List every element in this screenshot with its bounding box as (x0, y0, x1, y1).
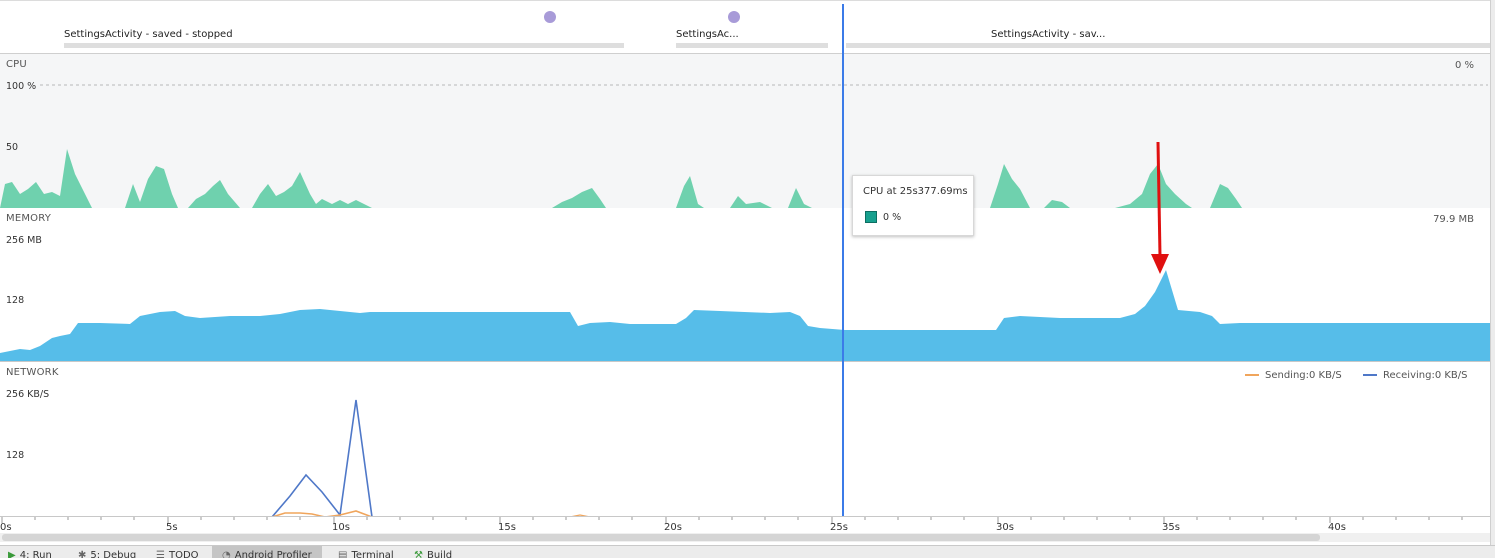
scrollbar-thumb[interactable] (2, 534, 1320, 541)
activity-bar[interactable] (64, 43, 624, 48)
legend-receiving-label: Receiving:0 KB/S (1383, 370, 1468, 381)
legend-sending: Sending:0 KB/S (1245, 370, 1342, 381)
user-event-dot[interactable] (544, 11, 556, 23)
network-title: NETWORK (6, 367, 59, 378)
receiving-line (271, 399, 373, 517)
terminal-icon: ▤ (338, 550, 348, 558)
sending-swatch (1245, 374, 1259, 376)
activity-label[interactable]: SettingsAc... (676, 29, 739, 40)
tab-build-label: Build (426, 550, 453, 558)
legend-receiving: Receiving:0 KB/S (1363, 370, 1468, 381)
debug-icon: ✱ (78, 550, 87, 558)
run-icon: ▶ (8, 550, 16, 558)
tick-label: 10s (332, 522, 350, 533)
memory-monitor[interactable]: MEMORY 79.9 MB 256 MB 128 (0, 208, 1490, 361)
activity-label[interactable]: SettingsActivity - sav... (991, 29, 1106, 40)
legend-sending-label: Sending:0 KB/S (1265, 370, 1342, 381)
tick-label: 35s (1162, 522, 1180, 533)
timeline-scrollbar[interactable] (0, 533, 1490, 542)
cpu-axis-mid: 50 (6, 142, 19, 153)
tab-terminal[interactable]: ▤ Terminal (338, 550, 394, 558)
cpu-title: CPU (6, 59, 27, 70)
activity-bar[interactable] (676, 43, 828, 48)
timeline-axis[interactable]: 0s 5s 10s 15s 20s 25s 30s 35s 40s (0, 516, 1490, 535)
cpu-chart (0, 84, 1488, 208)
memory-axis-max: 256 MB (6, 235, 42, 246)
todo-icon: ☰ (156, 550, 165, 558)
tick-label: 40s (1328, 522, 1346, 533)
network-axis-mid: 128 (6, 450, 25, 461)
tick-label: 15s (498, 522, 516, 533)
cpu-tooltip: CPU at 25s377.69ms 0 % (852, 175, 974, 236)
profiler-icon: ◔ (222, 550, 231, 558)
tool-window-bar: ▶ 4: Run ✱ 5: Debug ☰ TODO ◔ Android Profile… (0, 545, 1495, 558)
memory-axis-mid: 128 (6, 295, 25, 306)
tick-label: 30s (996, 522, 1014, 533)
tab-run[interactable]: ▶ 4: Run (8, 550, 52, 558)
tick-label: 5s (166, 522, 178, 533)
activity-bar[interactable] (846, 43, 1490, 48)
tab-terminal-label: Terminal (351, 550, 394, 558)
cpu-current-value: 0 % (1454, 60, 1474, 71)
timeline-cursor-line (842, 4, 844, 516)
network-chart (271, 399, 591, 517)
cpu-axis-max: 100 % (6, 81, 37, 92)
tab-build[interactable]: ⚒ Build (414, 550, 452, 558)
cpu-monitor[interactable]: CPU 0 % 100 % 50 (0, 53, 1490, 210)
tab-run-label: 4: Run (19, 550, 52, 558)
receiving-swatch (1363, 374, 1377, 376)
network-axis-max: 256 KB/S (6, 389, 50, 400)
memory-chart (0, 270, 1490, 361)
tick-label: 25s (830, 522, 848, 533)
red-arrow-annotation (1151, 141, 1169, 274)
sending-line (271, 510, 373, 517)
tick-label: 0s (0, 522, 12, 533)
timeline-ticks (1, 517, 1463, 523)
tab-android-profiler[interactable]: ◔ Android Profiler (212, 546, 322, 558)
cpu-area (0, 149, 1242, 208)
activity-strip: SettingsActivity - saved - stopped Setti… (0, 0, 1490, 53)
tab-debug-label: 5: Debug (90, 550, 137, 558)
vertical-splitter[interactable] (1490, 0, 1495, 545)
tooltip-color-swatch (865, 211, 877, 223)
network-monitor[interactable]: NETWORK 256 KB/S 128 Sending:0 KB/S Rece… (0, 361, 1490, 517)
tab-debug[interactable]: ✱ 5: Debug (78, 550, 136, 558)
tooltip-title: CPU at 25s377.69ms (863, 186, 968, 197)
memory-current-value: 79.9 MB (1433, 214, 1474, 225)
memory-title: MEMORY (6, 213, 52, 224)
activity-label[interactable]: SettingsActivity - saved - stopped (64, 29, 233, 40)
tick-label: 20s (664, 522, 682, 533)
user-event-dot[interactable] (728, 11, 740, 23)
memory-area (0, 270, 1490, 361)
tooltip-value: 0 % (883, 212, 902, 223)
tab-todo[interactable]: ☰ TODO (156, 550, 199, 558)
tab-profiler-label: Android Profiler (234, 550, 312, 558)
tab-todo-label: TODO (168, 550, 199, 558)
build-icon: ⚒ (414, 550, 423, 558)
